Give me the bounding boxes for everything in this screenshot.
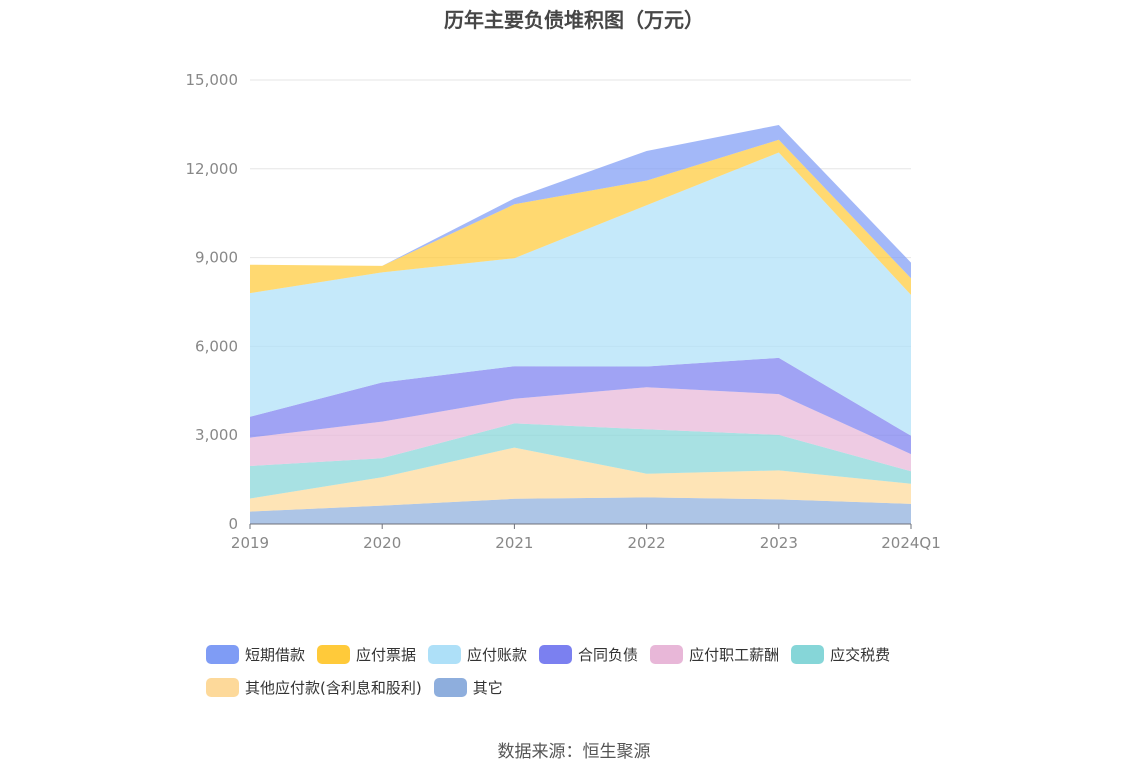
legend-swatch bbox=[539, 645, 573, 664]
area-series-应付票据 bbox=[250, 139, 911, 295]
legend-item[interactable]: 应付职工薪酬 bbox=[650, 644, 779, 665]
legend-item[interactable]: 其它 bbox=[433, 677, 503, 698]
legend-swatch bbox=[791, 645, 825, 664]
y-tick-label: 0 bbox=[228, 515, 238, 533]
chart-title: 历年主要负债堆积图（万元） bbox=[444, 8, 704, 32]
legend-row: 其他应付款(含利息和股利) 其它 bbox=[206, 671, 966, 704]
y-tick-label: 6,000 bbox=[195, 337, 238, 355]
legend-swatch bbox=[650, 645, 684, 664]
y-tick-label: 15,000 bbox=[186, 71, 239, 89]
y-tick-label: 9,000 bbox=[195, 249, 238, 267]
legend-label: 应交税费 bbox=[830, 646, 891, 664]
legend-item[interactable]: 短期借款 bbox=[206, 644, 305, 665]
x-tick-label: 2022 bbox=[628, 534, 666, 552]
legend-label: 应付票据 bbox=[356, 646, 417, 664]
legend: 短期借款 应付票据 应付账款 合同负债 应付职工薪酬 应交税费 其他应付款(含利息和股利)… bbox=[206, 638, 966, 704]
legend-item[interactable]: 其他应付款(含利息和股利) bbox=[206, 677, 422, 698]
legend-label: 合同负债 bbox=[578, 646, 639, 664]
area-series-其他应付款(含利息和股利) bbox=[250, 447, 911, 512]
y-tick-label: 3,000 bbox=[195, 426, 238, 444]
x-tick-label: 2024Q1 bbox=[881, 534, 941, 552]
legend-item[interactable]: 应付账款 bbox=[428, 644, 527, 665]
legend-swatch bbox=[206, 645, 239, 664]
y-tick-label: 12,000 bbox=[186, 160, 239, 178]
legend-label: 短期借款 bbox=[245, 646, 306, 664]
legend-row: 短期借款 应付票据 应付账款 合同负债 应付职工薪酬 应交税费 bbox=[206, 638, 966, 671]
legend-item[interactable]: 合同负债 bbox=[539, 644, 638, 665]
legend-swatch bbox=[206, 678, 239, 697]
area-series-合同负债 bbox=[250, 357, 911, 455]
legend-swatch bbox=[428, 645, 462, 664]
area-series bbox=[250, 125, 911, 524]
x-tick-label: 2020 bbox=[363, 534, 401, 552]
legend-item[interactable]: 应付票据 bbox=[317, 644, 416, 665]
axes: 0 3,000 6,000 9,000 12,000 15,000 2019 2020 2021… bbox=[186, 71, 941, 552]
legend-swatch bbox=[317, 645, 351, 664]
area-series-其它 bbox=[250, 497, 911, 524]
x-tick-label: 2019 bbox=[231, 534, 269, 552]
legend-label: 其它 bbox=[472, 679, 503, 697]
legend-label: 应付职工薪酬 bbox=[689, 646, 780, 664]
legend-swatch bbox=[433, 678, 467, 697]
legend-label: 应付账款 bbox=[467, 646, 528, 664]
x-tick-label: 2021 bbox=[495, 534, 533, 552]
area-series-应交税费 bbox=[250, 423, 911, 499]
source-note: 数据来源：恒生聚源 bbox=[497, 742, 651, 762]
legend-label: 其他应付款(含利息和股利) bbox=[245, 679, 422, 697]
area-series-应付职工薪酬 bbox=[250, 387, 911, 472]
stacked-area-chart: 0 3,000 6,000 9,000 12,000 15,000 2019 2020 2021… bbox=[186, 71, 941, 552]
legend-item[interactable]: 应交税费 bbox=[791, 644, 890, 665]
x-tick-label: 2023 bbox=[760, 534, 798, 552]
area-series-应付账款 bbox=[250, 152, 911, 436]
